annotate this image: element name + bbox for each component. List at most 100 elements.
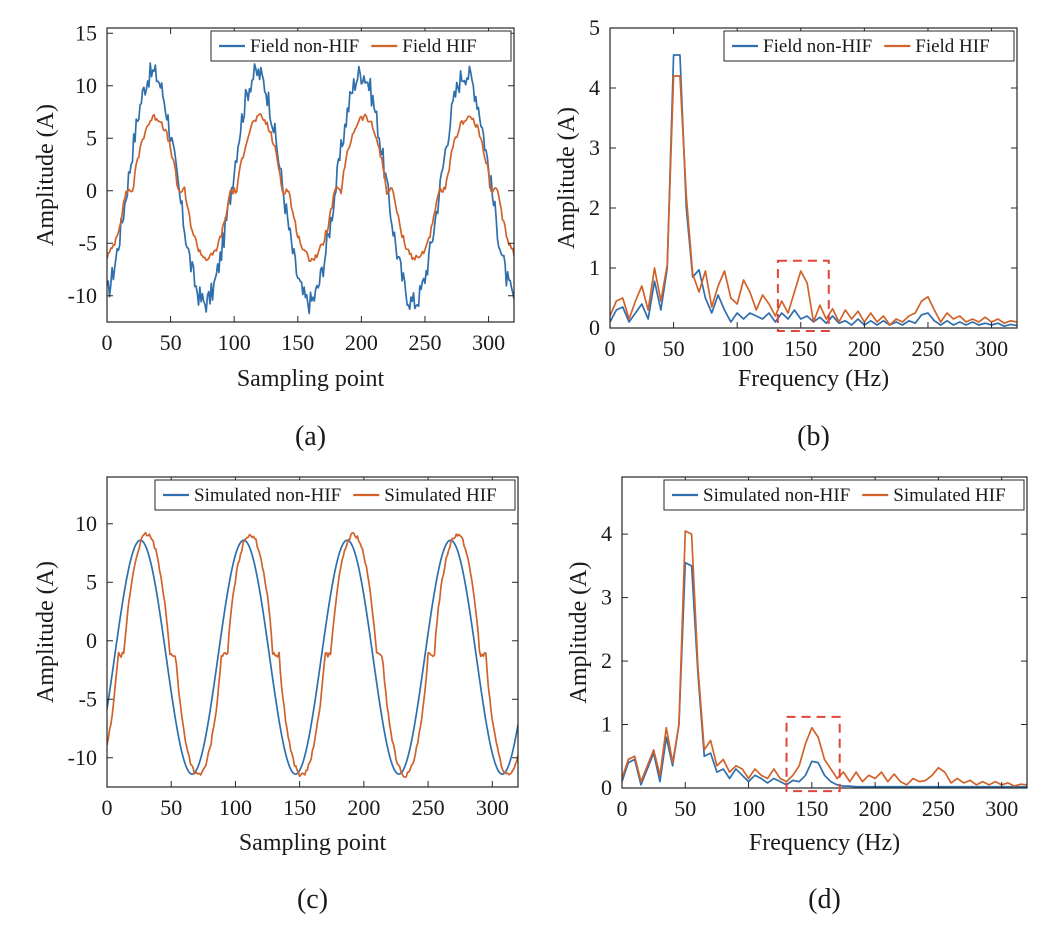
x-tick-label: 0 [605,336,616,361]
x-tick-label: 50 [663,336,685,361]
y-tick-label: -10 [68,745,97,770]
x-tick-label: 50 [160,795,182,820]
panel-a: 0 50 100 150 200 250 300 -10 -5 0 5 10 15 Sampling po… [33,20,515,452]
x-tick-label: 300 [985,796,1018,821]
legend: Simulated non-HIF Simulated HIF [663,479,1025,511]
x-tick-label: 200 [848,336,881,361]
legend-entry: Field HIF [915,36,989,57]
x-tick-label: 250 [408,330,441,355]
y-tick-label: 5 [86,125,97,150]
panel-caption: (d) [808,884,841,915]
series-line-simulated-non-hif [107,539,518,775]
x-tick-label: 0 [102,330,113,355]
panel-caption: (c) [297,884,328,915]
legend-entry: Simulated non-HIF [194,485,341,506]
y-tick-label: 0 [86,178,97,203]
legend-entry: Field non-HIF [763,36,872,57]
plot-area [107,62,514,315]
legend-entry: Simulated HIF [384,485,496,506]
axes-frame [621,476,1028,789]
plot-area [622,530,1027,788]
y-axis-label: Amplitude (A) [33,561,59,703]
x-tick-label: 150 [784,336,817,361]
x-tick-label: 150 [795,796,828,821]
panel-b: 0 50 100 150 200 250 300 0 1 2 3 4 5 Frequency (Hz) Am… [554,15,1018,452]
x-tick-label: 100 [218,330,251,355]
x-tick-label: 100 [219,795,252,820]
x-tick-label: 150 [281,330,314,355]
y-tick-label: -5 [79,686,97,711]
y-tick-label: 1 [601,712,612,737]
x-tick-label: 300 [975,336,1008,361]
y-tick-label: -10 [68,283,97,308]
y-tick-label: -5 [79,230,97,255]
y-tick-label: 3 [589,135,600,160]
x-tick-label: 300 [476,795,509,820]
y-tick-label: 2 [589,195,600,220]
x-tick-label: 250 [922,796,955,821]
series-line-field-non-hif [610,54,1017,328]
x-tick-label: 250 [911,336,944,361]
y-axis-label: Amplitude (A) [554,107,580,249]
x-tick-label: 300 [472,330,505,355]
y-tick-label: 0 [601,775,612,800]
axes-frame [106,476,519,788]
legend-frame [723,30,1015,62]
panel-d: 0 50 100 150 200 250 300 0 1 2 3 4 Frequency (Hz) Amp… [566,476,1028,915]
legend-frame [210,30,512,62]
y-tick-label: 3 [601,585,612,610]
legend-entry: Simulated non-HIF [703,485,850,506]
x-tick-label: 200 [347,795,380,820]
series-line-field-non-hif [107,62,514,315]
x-tick-label: 200 [859,796,892,821]
x-tick-label: 200 [345,330,378,355]
y-tick-label: 5 [86,569,97,594]
x-tick-label: 150 [283,795,316,820]
series-line-field-hif [610,75,1017,326]
highlight-box [785,715,841,793]
plot-area [107,531,518,779]
y-tick-label: 4 [601,521,612,546]
y-tick-label: 10 [75,511,97,536]
legend-entry: Field non-HIF [250,36,359,57]
x-tick-label: 0 [617,796,628,821]
y-tick-label: 0 [589,315,600,340]
x-tick-label: 0 [102,795,113,820]
legend: Field non-HIF Field HIF [210,30,512,62]
legend-frame [154,479,516,511]
y-axis-label: Amplitude (A) [566,562,592,704]
x-tick-label: 100 [721,336,754,361]
panel-caption: (b) [797,421,830,452]
series-line-simulated-hif [622,530,1027,787]
x-axis-label: Frequency (Hz) [738,366,889,392]
plot-area [610,54,1017,328]
y-tick-label: 5 [589,15,600,40]
highlight-box [776,259,830,332]
x-tick-label: 100 [732,796,765,821]
axes-frame [609,27,1018,329]
panel-caption: (a) [295,421,326,452]
x-axis-label: Sampling point [237,366,385,392]
y-tick-label: 15 [75,20,97,45]
series-line-simulated-non-hif [622,561,1027,788]
series-line-field-hif [107,113,514,263]
y-axis-label: Amplitude (A) [33,104,59,246]
axes-frame [106,27,515,323]
legend: Simulated non-HIF Simulated HIF [154,479,516,511]
x-tick-label: 50 [674,796,696,821]
x-axis-label: Sampling point [239,830,387,856]
series-line-simulated-hif [107,531,518,779]
x-axis-label: Frequency (Hz) [749,830,900,856]
legend-entry: Simulated HIF [893,485,1005,506]
x-tick-label: 250 [412,795,445,820]
y-tick-label: 2 [601,648,612,673]
legend-entry: Field HIF [402,36,476,57]
panel-c: 0 50 100 150 200 250 300 -10 -5 0 5 10 Sampling poin… [33,476,519,915]
legend: Field non-HIF Field HIF [723,30,1015,62]
y-tick-label: 0 [86,628,97,653]
legend-frame [663,479,1025,511]
y-tick-label: 10 [75,73,97,98]
y-tick-label: 4 [589,75,600,100]
y-tick-label: 1 [589,255,600,280]
